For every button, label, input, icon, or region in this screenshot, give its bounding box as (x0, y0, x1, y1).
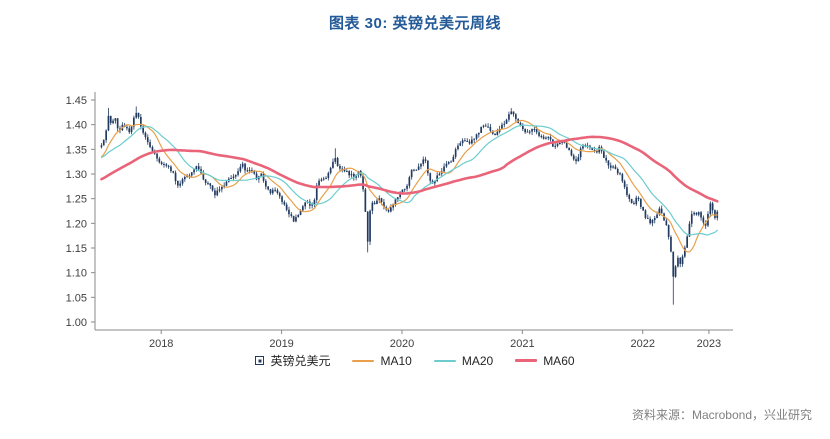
chart-legend: 英镑兑美元 MA10 MA20 MA60 (0, 352, 830, 369)
y-tick-label: 1.30 (66, 169, 87, 181)
chart-title: 图表 30: 英镑兑美元周线 (328, 15, 501, 32)
candlestick-marker-icon (255, 356, 265, 365)
y-tick-label: 1.20 (66, 218, 87, 230)
legend-item-ma10: MA10 (352, 353, 412, 368)
line-marker-icon (515, 359, 538, 362)
legend-item-gbpusd: 英镑兑美元 (255, 352, 330, 369)
figure-footer: 资料来源：Macrobond，兴业研究 (632, 406, 812, 423)
legend-label-ma20: MA20 (461, 353, 494, 368)
axes: 1.00 1.05 1.10 1.15 1.20 1.25 1.30 1.35 1.40 1.45… (66, 92, 733, 350)
x-tick-label: 2020 (390, 338, 414, 350)
marker-dot (258, 359, 262, 362)
legend-item-ma20: MA20 (433, 353, 494, 368)
legend-label-ma10: MA10 (380, 353, 412, 368)
x-tick-label: 2019 (269, 338, 293, 350)
x-tick-label: 2018 (149, 338, 173, 350)
legend-label-gbpusd: 英镑兑美元 (270, 354, 331, 368)
x-tick-label: 2023 (697, 338, 721, 350)
candlestick-series (100, 106, 719, 305)
ma10-line (100, 119, 718, 253)
y-tick-label: 1.00 (66, 317, 87, 329)
line-marker-icon (433, 359, 456, 362)
y-tick-label: 1.35 (66, 144, 87, 156)
y-tick-label: 1.15 (66, 243, 87, 255)
y-tick-label: 1.10 (66, 268, 87, 280)
y-tick-label: 1.25 (66, 194, 87, 206)
y-tick-label: 1.40 (66, 120, 87, 132)
legend-label-ma60: MA60 (543, 353, 575, 368)
legend-item-ma60: MA60 (515, 353, 575, 368)
y-tick-label: 1.45 (66, 95, 87, 107)
ma20-line (100, 124, 718, 236)
x-tick-label: 2022 (630, 338, 654, 350)
line-marker-icon (352, 359, 375, 362)
data-source-note: 资料来源：Macrobond，兴业研究 (631, 408, 812, 422)
y-tick-label: 1.05 (66, 292, 87, 304)
x-tick-label: 2021 (510, 338, 534, 350)
ma60-line (100, 135, 719, 203)
